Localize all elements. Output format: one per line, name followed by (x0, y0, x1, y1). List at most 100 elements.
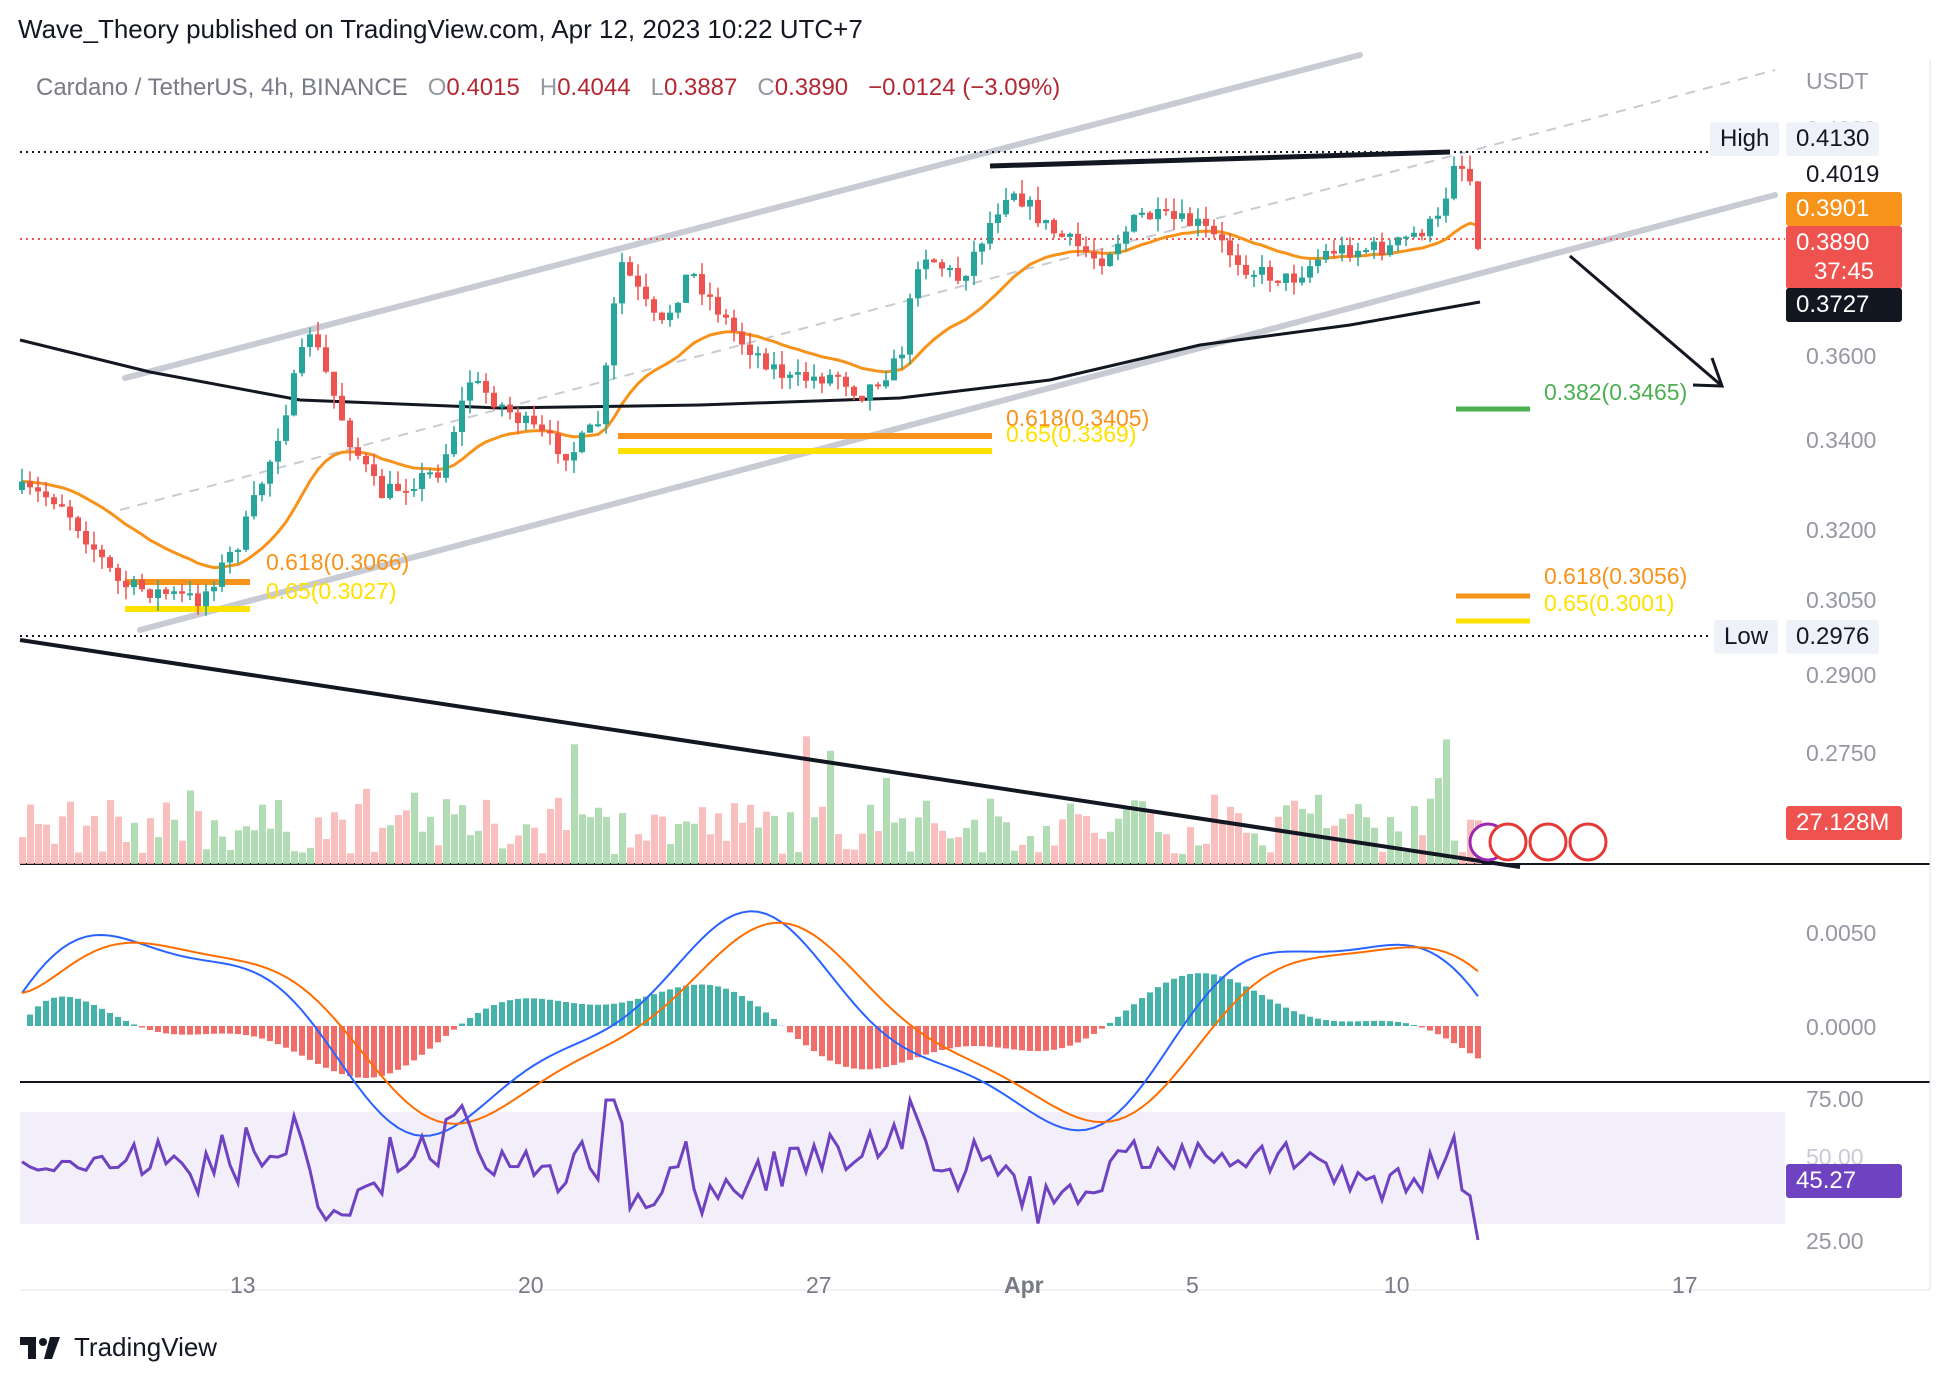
symbol-title[interactable]: Cardano / TetherUS, 4h, BINANCE (36, 74, 408, 101)
candle-body (1307, 266, 1313, 278)
candle-body (419, 472, 425, 490)
macd-histogram-bar (1099, 1026, 1105, 1029)
volume-bar (523, 824, 530, 864)
price-tick: 0.3400 (1806, 427, 1877, 453)
candle-body (1323, 250, 1329, 260)
macd-histogram-bar (275, 1026, 281, 1045)
candle-body (411, 489, 417, 492)
macd-histogram-bar (1475, 1026, 1481, 1059)
volume-bar (1011, 850, 1018, 864)
volume-bar (435, 845, 442, 864)
candle-body (1035, 199, 1041, 224)
volume-bar (1051, 845, 1058, 864)
macd-histogram-bar (163, 1026, 169, 1034)
macd-histogram-bar (1379, 1020, 1385, 1026)
candle-body (1019, 193, 1025, 207)
candle-body (227, 551, 233, 563)
volume-bar (723, 840, 730, 864)
volume-bar (699, 807, 706, 864)
macd-histogram-bar (1243, 986, 1249, 1026)
macd-histogram-bar (1435, 1026, 1441, 1035)
candle-body (1395, 237, 1401, 246)
volume-bar (195, 811, 202, 864)
volume-bar (635, 834, 642, 864)
macd-histogram-bar (1067, 1026, 1073, 1046)
tradingview-logo[interactable]: TradingView (20, 1332, 217, 1363)
candle-body (867, 384, 873, 401)
candle-body (371, 464, 377, 476)
us-flag-icon (1488, 822, 1528, 862)
volume-bar (843, 849, 850, 864)
rsi-tick: 75.00 (1806, 1086, 1864, 1112)
macd-histogram-bar (27, 1014, 33, 1026)
candle-body (531, 415, 537, 425)
candle-body (1059, 233, 1065, 237)
candle-body (1011, 193, 1017, 200)
macd-histogram-bar (91, 1004, 97, 1026)
volume-bar (243, 826, 250, 864)
candle-body (1131, 214, 1137, 232)
volume-bar (779, 853, 786, 864)
volume-bar (1243, 832, 1250, 864)
volume-bar (651, 814, 658, 864)
macd-histogram-bar (1083, 1026, 1089, 1039)
macd-histogram-bar (1139, 998, 1145, 1026)
macd-histogram-bar (507, 1000, 513, 1026)
candle-body (139, 579, 145, 590)
macd-histogram-bar (1107, 1022, 1113, 1026)
drawings (19, 149, 1725, 869)
candle-body (1251, 274, 1257, 277)
macd-histogram-bar (587, 1004, 593, 1026)
volume-bar (355, 803, 362, 864)
candle-body (211, 586, 217, 592)
macd-histogram-bar (387, 1026, 393, 1074)
time-tick: 27 (806, 1272, 832, 1298)
macd-histogram-bar (1195, 973, 1201, 1026)
volume-bar (251, 830, 258, 864)
volume-bar (971, 819, 978, 864)
macd-histogram-bar (1451, 1026, 1457, 1044)
volume-bar (819, 806, 826, 864)
macd-histogram-bar (1027, 1026, 1033, 1051)
candle-body (1387, 245, 1393, 256)
volume-bar (579, 814, 586, 864)
volume-bar (1163, 834, 1170, 864)
macd-histogram-bar (1459, 1026, 1465, 1049)
candle-body (1107, 254, 1113, 267)
macd-histogram-bar (571, 1003, 577, 1026)
macd-histogram-bar (235, 1026, 241, 1035)
ema-line (21, 221, 1479, 570)
projection-arrow-head (1692, 357, 1725, 388)
volume-bar (667, 844, 674, 864)
candle-body (483, 380, 489, 393)
volume-bar (1443, 739, 1450, 864)
macd-histogram-bar (179, 1026, 185, 1035)
candle-body (1115, 243, 1121, 255)
candle-body (1267, 266, 1273, 281)
economic-events[interactable] (1468, 822, 1608, 862)
macd-histogram-bar (1043, 1026, 1049, 1051)
candle-body (435, 472, 441, 478)
volume-bar (459, 805, 466, 864)
volume-bar (1307, 813, 1314, 864)
open-value: 0.4015 (446, 74, 520, 101)
candle-body (1403, 236, 1409, 239)
candle-body (1315, 259, 1321, 267)
volume-bar (451, 814, 458, 864)
volume-bar (235, 830, 242, 864)
candle-body (563, 454, 569, 461)
volume-bar (563, 830, 570, 864)
close-label: C (757, 74, 775, 101)
macd-histogram-bar (363, 1026, 369, 1078)
volume-bar (1075, 814, 1082, 864)
macd-histogram-bar (971, 1026, 977, 1047)
macd-histogram-bar (763, 1012, 769, 1026)
macd-histogram-bar (147, 1026, 153, 1031)
volume-bar (155, 837, 162, 864)
macd-histogram-bar (251, 1026, 257, 1037)
volume-bar (491, 823, 498, 864)
candle-body (219, 562, 225, 587)
macd-histogram-bar (355, 1026, 361, 1078)
macd-histogram-bar (1211, 974, 1217, 1026)
